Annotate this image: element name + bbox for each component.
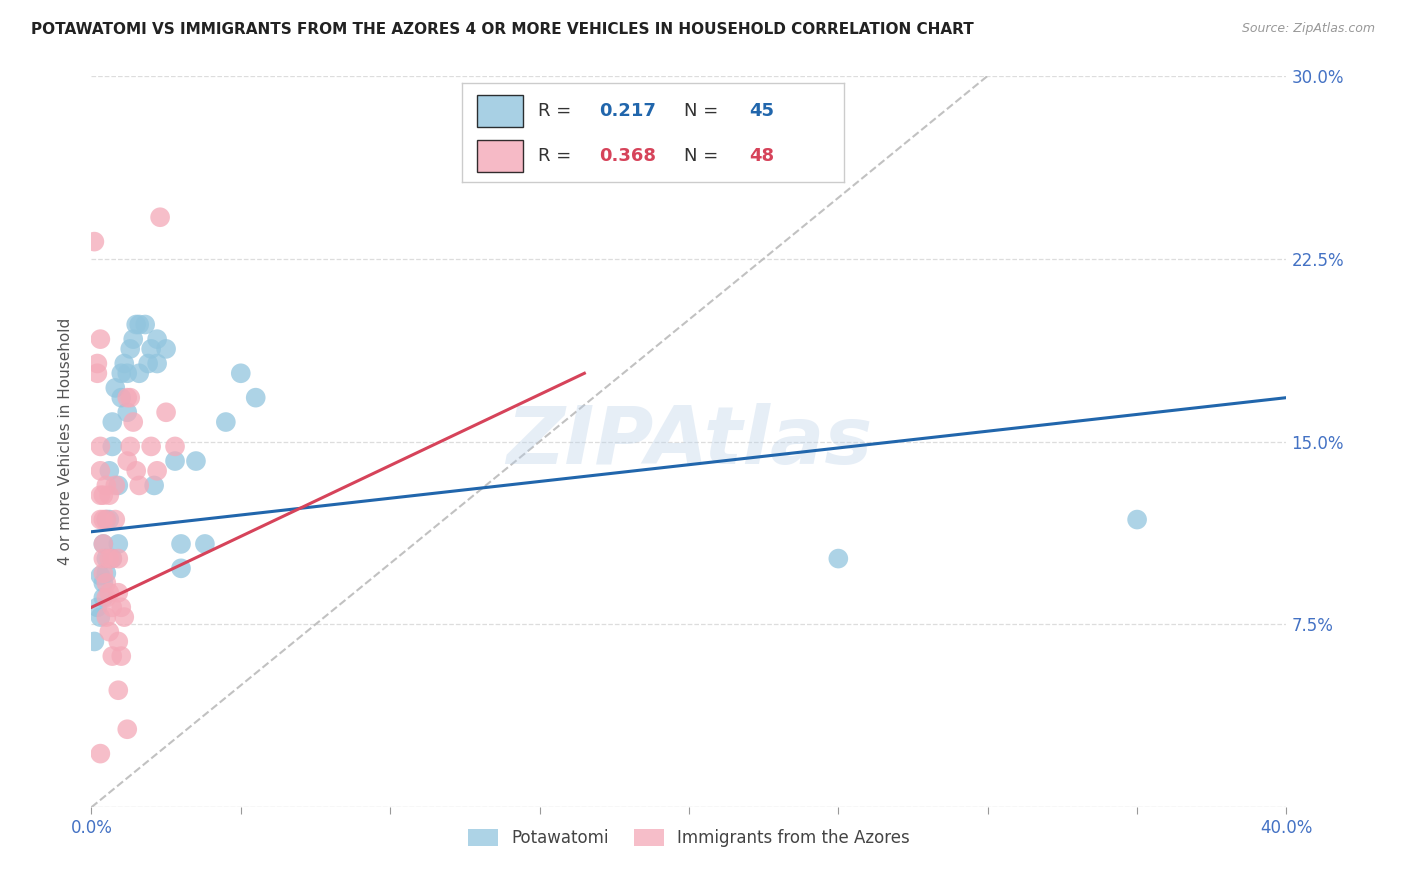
Point bbox=[98, 624, 121, 639]
Point bbox=[93, 576, 115, 591]
Point bbox=[89, 568, 111, 582]
Point bbox=[98, 464, 121, 478]
Point bbox=[110, 600, 132, 615]
Point bbox=[110, 649, 132, 664]
Point bbox=[101, 415, 124, 429]
Point bbox=[229, 366, 252, 380]
Point bbox=[112, 357, 135, 371]
Point bbox=[112, 610, 135, 624]
Point bbox=[245, 391, 267, 405]
Point bbox=[89, 747, 111, 761]
Point bbox=[86, 357, 108, 371]
Point bbox=[149, 211, 172, 225]
Point bbox=[83, 235, 105, 249]
Point bbox=[115, 391, 138, 405]
Point bbox=[215, 415, 238, 429]
Point bbox=[146, 464, 169, 478]
Point bbox=[125, 464, 148, 478]
Point bbox=[120, 391, 142, 405]
Point bbox=[170, 537, 193, 551]
Point bbox=[96, 512, 118, 526]
Legend: Potawatomi, Immigrants from the Azores: Potawatomi, Immigrants from the Azores bbox=[461, 822, 917, 854]
Point bbox=[125, 318, 148, 332]
Point bbox=[86, 600, 108, 615]
Point bbox=[89, 488, 111, 502]
Point bbox=[98, 512, 121, 526]
Point bbox=[115, 405, 138, 419]
Point bbox=[93, 551, 115, 566]
Point bbox=[107, 683, 129, 698]
Point bbox=[143, 478, 166, 492]
Point bbox=[93, 566, 115, 581]
Point bbox=[89, 464, 111, 478]
Point bbox=[128, 366, 150, 380]
Point bbox=[115, 366, 138, 380]
Point bbox=[96, 478, 118, 492]
Point bbox=[170, 561, 193, 575]
Point bbox=[1126, 512, 1149, 526]
Point bbox=[136, 357, 159, 371]
Point bbox=[96, 566, 118, 581]
Point bbox=[89, 512, 111, 526]
Point bbox=[89, 332, 111, 346]
Point bbox=[141, 439, 163, 453]
Text: ZIPAtlas: ZIPAtlas bbox=[506, 402, 872, 481]
Point bbox=[93, 591, 115, 605]
Point bbox=[122, 415, 145, 429]
Point bbox=[93, 512, 115, 526]
Point bbox=[107, 585, 129, 599]
Point bbox=[146, 332, 169, 346]
Point bbox=[115, 454, 138, 468]
Point bbox=[120, 439, 142, 453]
Point bbox=[101, 600, 124, 615]
Point bbox=[184, 454, 207, 468]
Point bbox=[141, 342, 163, 356]
Point bbox=[93, 537, 115, 551]
Point bbox=[101, 439, 124, 453]
Point bbox=[96, 551, 118, 566]
Point bbox=[96, 610, 118, 624]
Point bbox=[98, 488, 121, 502]
Point bbox=[104, 478, 127, 492]
Point bbox=[89, 439, 111, 453]
Point bbox=[107, 634, 129, 648]
Point bbox=[104, 512, 127, 526]
Point bbox=[107, 537, 129, 551]
Point bbox=[194, 537, 217, 551]
Point bbox=[96, 591, 118, 605]
Point bbox=[96, 576, 118, 591]
Point bbox=[104, 381, 127, 395]
Point bbox=[93, 537, 115, 551]
Point bbox=[96, 512, 118, 526]
Point bbox=[134, 318, 156, 332]
Point bbox=[98, 551, 121, 566]
Point bbox=[128, 478, 150, 492]
Point bbox=[827, 551, 849, 566]
Point bbox=[110, 391, 132, 405]
Point bbox=[101, 649, 124, 664]
Point bbox=[98, 585, 121, 599]
Point bbox=[155, 342, 177, 356]
Point bbox=[83, 634, 105, 648]
Point bbox=[101, 551, 124, 566]
Point bbox=[163, 439, 186, 453]
Y-axis label: 4 or more Vehicles in Household: 4 or more Vehicles in Household bbox=[58, 318, 73, 566]
Point bbox=[107, 478, 129, 492]
Text: Source: ZipAtlas.com: Source: ZipAtlas.com bbox=[1241, 22, 1375, 36]
Point bbox=[146, 357, 169, 371]
Point bbox=[93, 488, 115, 502]
Point bbox=[122, 332, 145, 346]
Point bbox=[128, 318, 150, 332]
Point bbox=[155, 405, 177, 419]
Point bbox=[86, 366, 108, 380]
Point bbox=[110, 366, 132, 380]
Point bbox=[115, 723, 138, 737]
Point bbox=[107, 551, 129, 566]
Point bbox=[120, 342, 142, 356]
Point bbox=[101, 551, 124, 566]
Point bbox=[163, 454, 186, 468]
Text: POTAWATOMI VS IMMIGRANTS FROM THE AZORES 4 OR MORE VEHICLES IN HOUSEHOLD CORRELA: POTAWATOMI VS IMMIGRANTS FROM THE AZORES… bbox=[31, 22, 974, 37]
Point bbox=[89, 610, 111, 624]
